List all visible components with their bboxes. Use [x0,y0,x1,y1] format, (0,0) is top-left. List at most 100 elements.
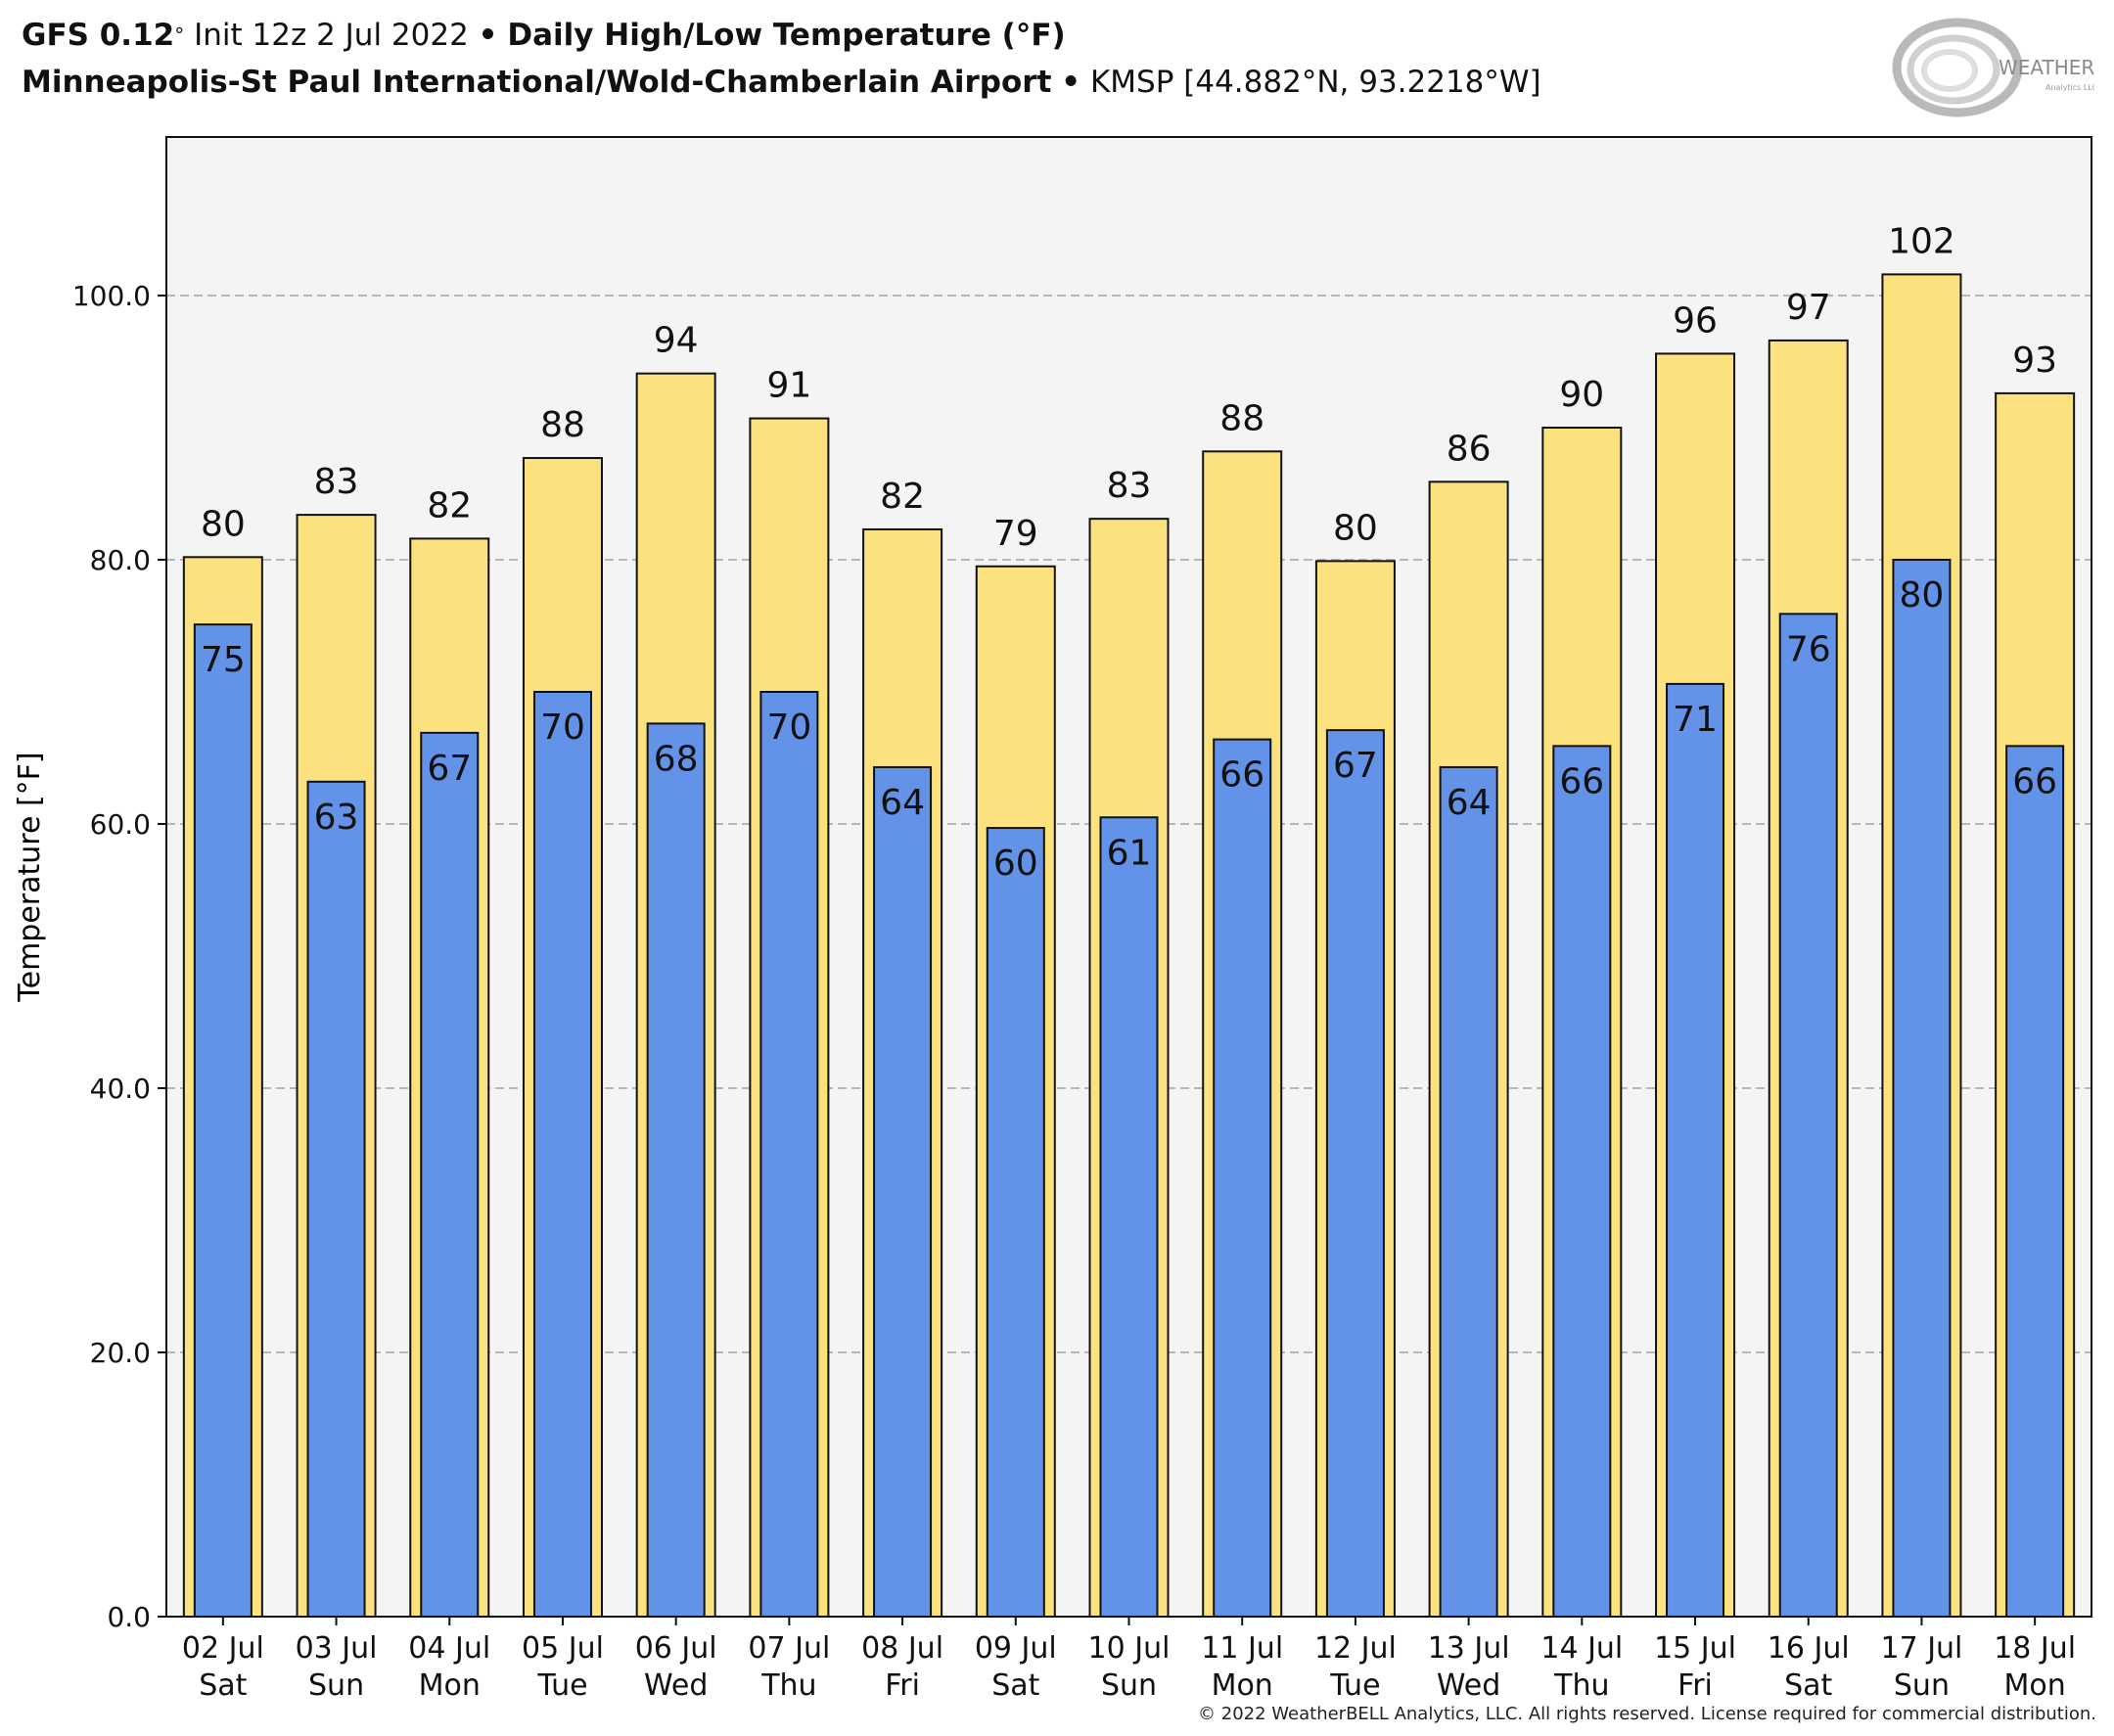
x-tick-label-date: 18 Jul [1994,1631,2076,1666]
low-temp-bar [532,691,592,1618]
x-tick-label-date: 12 Jul [1314,1631,1397,1666]
low-temp-bar [306,780,366,1618]
low-temp-label: 75 [201,640,246,680]
low-temp-label: 61 [1107,833,1152,873]
low-temp-label: 67 [427,749,472,789]
high-temp-label: 83 [314,462,359,502]
low-temp-bar [873,765,933,1618]
low-temp-label: 71 [1673,700,1718,740]
bullet: • [478,18,498,53]
x-tick-label-date: 04 Jul [408,1631,490,1666]
y-tick-label: 20.0 [90,1337,151,1369]
value-labels: 80 75 83 63 82 67 88 70 94 68 91 70 82 64 79 60 83 61 88 66… [201,221,2057,884]
x-tick-label-day: Tue [536,1668,587,1703]
model-degree: ° [174,23,185,47]
low-temp-label: 64 [880,783,925,823]
high-temp-label: 88 [1219,398,1264,438]
high-temp-label: 102 [1888,221,1955,261]
y-axis-label: Temperature [°F] [13,752,47,1002]
station-id: KMSP [44.882°N, 93.2218°W] [1089,65,1541,100]
low-temp-label: 60 [993,844,1038,884]
low-temp-label: 70 [540,708,585,748]
high-temp-label: 90 [1559,375,1604,415]
x-tick-label-date: 05 Jul [522,1631,604,1666]
x-tick-label-day: Sun [1101,1668,1157,1703]
low-temp-label: 66 [1219,755,1264,796]
init-time: Init 12z 2 Jul 2022 [194,18,469,53]
x-tick-label-date: 07 Jul [748,1631,830,1666]
y-tick-label: 0.0 [107,1601,151,1633]
y-tick-label: 100.0 [72,280,151,312]
low-temp-bar [1099,816,1159,1618]
low-temp-bar [1778,613,1838,1618]
low-temp-bar [1552,745,1612,1618]
high-temp-label: 80 [201,504,246,544]
low-temp-bar [2005,745,2065,1618]
low-temp-bar [1325,729,1385,1618]
x-tick-label-date: 14 Jul [1540,1631,1623,1666]
y-tick-label: 40.0 [90,1073,151,1105]
plot-frame [165,136,2092,1618]
x-tick-label-date: 11 Jul [1201,1631,1283,1666]
logo-subtext: Analytics LLC [2045,83,2094,92]
x-tick-label-date: 15 Jul [1654,1631,1736,1666]
high-temp-label: 79 [993,514,1038,554]
x-tick-label-day: Wed [1437,1668,1500,1703]
x-tick-label-day: Mon [2004,1668,2066,1703]
low-temp-bar [420,731,480,1618]
header-line-1: GFS 0.12° Init 12z 2 Jul 2022 • Daily Hi… [22,12,1781,59]
x-tick-label-day: Sun [308,1668,364,1703]
x-tick-label-date: 13 Jul [1428,1631,1510,1666]
x-tick-label-date: 03 Jul [296,1631,378,1666]
high-temp-label: 88 [540,405,585,445]
x-tick-label-day: Sun [1894,1668,1950,1703]
x-tick-label-day: Fri [1677,1668,1713,1703]
low-temp-label: 80 [1900,575,1945,616]
x-tick-label-date: 08 Jul [861,1631,943,1666]
x-tick-label-day: Thu [760,1668,816,1703]
low-temp-label: 66 [2012,761,2057,801]
low-temp-bar [193,623,253,1618]
low-temp-bar [1892,559,1952,1618]
x-tick-label-day: Mon [1212,1668,1273,1703]
x-tick-label-day: Sat [991,1668,1039,1703]
chart-header: GFS 0.12° Init 12z 2 Jul 2022 • Daily Hi… [22,12,1781,106]
header-line-2: Minneapolis-St Paul International/Wold-C… [22,59,1781,106]
low-temp-label: 64 [1447,783,1492,823]
x-tick-label-day: Sat [199,1668,247,1703]
low-temp-label: 68 [654,739,699,779]
x-tick-label-date: 16 Jul [1768,1631,1850,1666]
y-tick-label: 60.0 [90,808,151,841]
high-temp-label: 83 [1107,466,1152,506]
x-tick-label-day: Mon [419,1668,481,1703]
low-temp-bar [1213,738,1272,1618]
high-temp-label: 97 [1786,288,1831,328]
x-tick-label-day: Tue [1329,1668,1380,1703]
low-temp-label: 66 [1559,761,1604,801]
model-name: GFS 0.12 [22,18,175,53]
x-tick-label-day: Fri [885,1668,920,1703]
product-name: Daily High/Low Temperature (°F) [507,18,1066,53]
copyright-notice: © 2022 WeatherBELL Analytics, LLC. All r… [1198,1704,2096,1724]
x-tick-label-date: 06 Jul [635,1631,717,1666]
low-temp-bar [1666,682,1725,1618]
x-tick-label-day: Thu [1553,1668,1609,1703]
x-tick-label-date: 02 Jul [182,1631,264,1666]
low-temp-label: 63 [314,798,359,838]
low-temp-label: 67 [1333,746,1378,786]
high-temp-label: 93 [2012,341,2057,381]
low-temp-label: 70 [766,708,811,748]
high-temp-label: 82 [427,485,472,525]
bullet-2: • [1061,65,1081,100]
x-tick-label-day: Wed [644,1668,708,1703]
high-temp-label: 94 [654,321,699,361]
x-tick-label-date: 10 Jul [1088,1631,1171,1666]
low-temp-bar [759,691,819,1618]
x-tick-label-date: 17 Jul [1880,1631,1962,1666]
x-tick-label-day: Sat [1784,1668,1832,1703]
low-temp-bar [986,827,1045,1618]
y-tick-label: 80.0 [90,544,151,576]
high-temp-label: 82 [880,477,925,517]
